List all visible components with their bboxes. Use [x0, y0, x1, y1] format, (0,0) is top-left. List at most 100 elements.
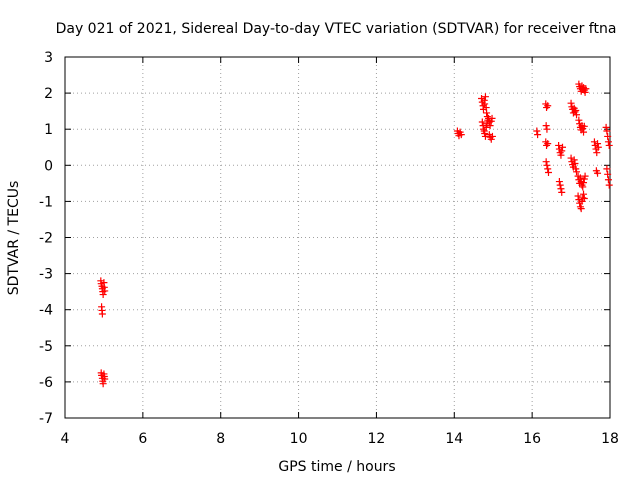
data-point: [604, 176, 612, 184]
data-point: [576, 203, 584, 211]
data-point: [457, 131, 465, 139]
y-tick-label: 3: [44, 50, 53, 66]
x-tick-label: 4: [61, 431, 70, 447]
data-point: [543, 141, 551, 149]
data-point: [604, 170, 612, 178]
y-tick-labels: -7 -6 -5 -4 -3 -2 -1 0 1 2 3: [39, 50, 53, 427]
x-tick-labels: 4 6 8 10 12 14 16 18: [61, 431, 619, 447]
data-point: [99, 380, 107, 388]
data-point: [567, 154, 575, 162]
x-tick-label: 6: [138, 431, 147, 447]
data-point: [581, 172, 589, 180]
data-point: [543, 125, 551, 133]
data-point: [580, 190, 588, 198]
data-point: [555, 141, 563, 149]
data-point: [533, 127, 541, 135]
data-point: [544, 102, 552, 110]
data-point: [603, 165, 611, 173]
y-tick-label: -7: [39, 411, 53, 427]
data-point: [602, 123, 610, 131]
data-point: [571, 159, 579, 167]
data-point: [575, 196, 583, 204]
data-point: [478, 118, 486, 126]
data-point: [570, 156, 578, 164]
data-point: [603, 127, 611, 135]
data-point: [481, 100, 489, 108]
data-point: [579, 183, 587, 191]
x-tick-label: 8: [216, 431, 225, 447]
y-tick-label: 0: [44, 158, 53, 174]
data-point: [483, 109, 491, 117]
data-point: [604, 132, 612, 140]
axis-ticks: [64, 56, 611, 419]
data-point: [558, 188, 566, 196]
data-point: [543, 161, 551, 169]
data-point: [593, 149, 601, 157]
data-point: [556, 181, 564, 189]
data-point: [101, 287, 109, 295]
data-point: [544, 140, 552, 148]
data-point: [574, 192, 582, 200]
x-tick-label: 12: [368, 431, 386, 447]
data-point: [542, 122, 550, 130]
data-point: [582, 85, 590, 93]
y-tick-label: -3: [39, 267, 53, 283]
data-point: [557, 151, 565, 159]
y-axis-label: SDTVAR / TECUs: [6, 181, 22, 296]
data-point: [590, 138, 598, 146]
y-tick-label: -6: [39, 375, 53, 391]
chart-title: Day 021 of 2021, Sidereal Day-to-day VTE…: [56, 21, 617, 37]
data-point: [605, 181, 613, 189]
data-point: [572, 106, 580, 114]
data-point: [544, 165, 552, 173]
x-tick-label: 10: [290, 431, 308, 447]
x-tick-label: 18: [601, 431, 619, 447]
data-point: [594, 140, 602, 148]
x-axis-label: GPS time / hours: [278, 459, 395, 475]
data-point: [99, 291, 107, 299]
data-point: [98, 310, 106, 318]
data-point: [581, 88, 589, 96]
data-point: [576, 174, 584, 182]
y-tick-label: -4: [39, 303, 53, 319]
x-tick-label: 14: [445, 431, 463, 447]
data-point: [542, 158, 550, 166]
data-point: [557, 185, 565, 193]
data-point: [488, 132, 496, 140]
data-point: [543, 104, 551, 112]
data-point: [573, 111, 581, 119]
data-point: [488, 114, 496, 122]
grid: [65, 57, 610, 418]
y-tick-label: -5: [39, 339, 53, 355]
data-point: [567, 99, 575, 107]
data-point: [580, 179, 588, 187]
data-point: [481, 93, 489, 101]
data-point: [558, 147, 566, 155]
data-point: [579, 194, 587, 202]
data-point: [580, 195, 588, 203]
data-point: [604, 138, 612, 146]
y-tick-label: -1: [39, 194, 53, 210]
data-point: [594, 169, 602, 177]
y-tick-label: -2: [39, 231, 53, 247]
data-point: [486, 122, 494, 130]
data-points: [97, 80, 613, 388]
data-point: [580, 128, 588, 136]
y-tick-label: 2: [44, 86, 53, 102]
y-tick-label: 1: [44, 122, 53, 138]
data-point: [594, 143, 602, 151]
data-point: [555, 178, 563, 186]
data-point: [481, 132, 489, 140]
data-point: [605, 141, 613, 149]
data-point: [101, 375, 109, 383]
data-point: [573, 168, 581, 176]
data-point: [544, 169, 552, 177]
data-point: [577, 205, 585, 213]
data-point: [575, 116, 583, 124]
data-point: [559, 143, 567, 151]
data-point: [580, 122, 588, 130]
data-point: [534, 131, 542, 139]
data-point: [482, 123, 490, 131]
x-tick-label: 16: [523, 431, 541, 447]
